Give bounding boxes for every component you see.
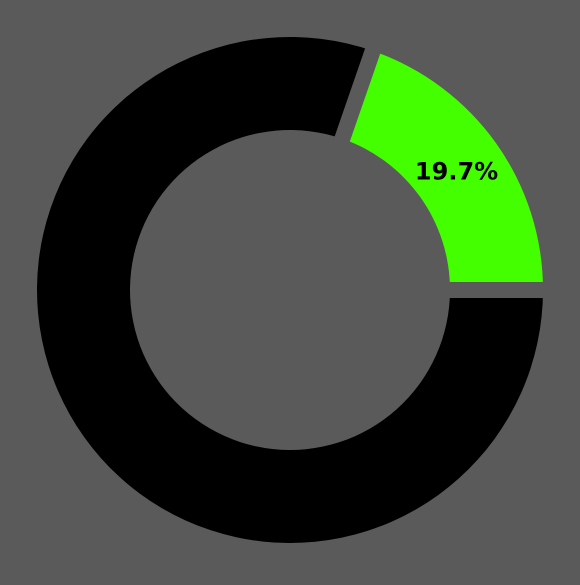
slice-highlighted — [342, 50, 543, 290]
labels-layer: 19.7% — [415, 157, 498, 185]
slice-remainder — [37, 37, 544, 543]
slice-separator — [333, 44, 382, 146]
slices-layer — [37, 37, 547, 543]
slice-label-highlighted: 19.7% — [415, 157, 498, 185]
